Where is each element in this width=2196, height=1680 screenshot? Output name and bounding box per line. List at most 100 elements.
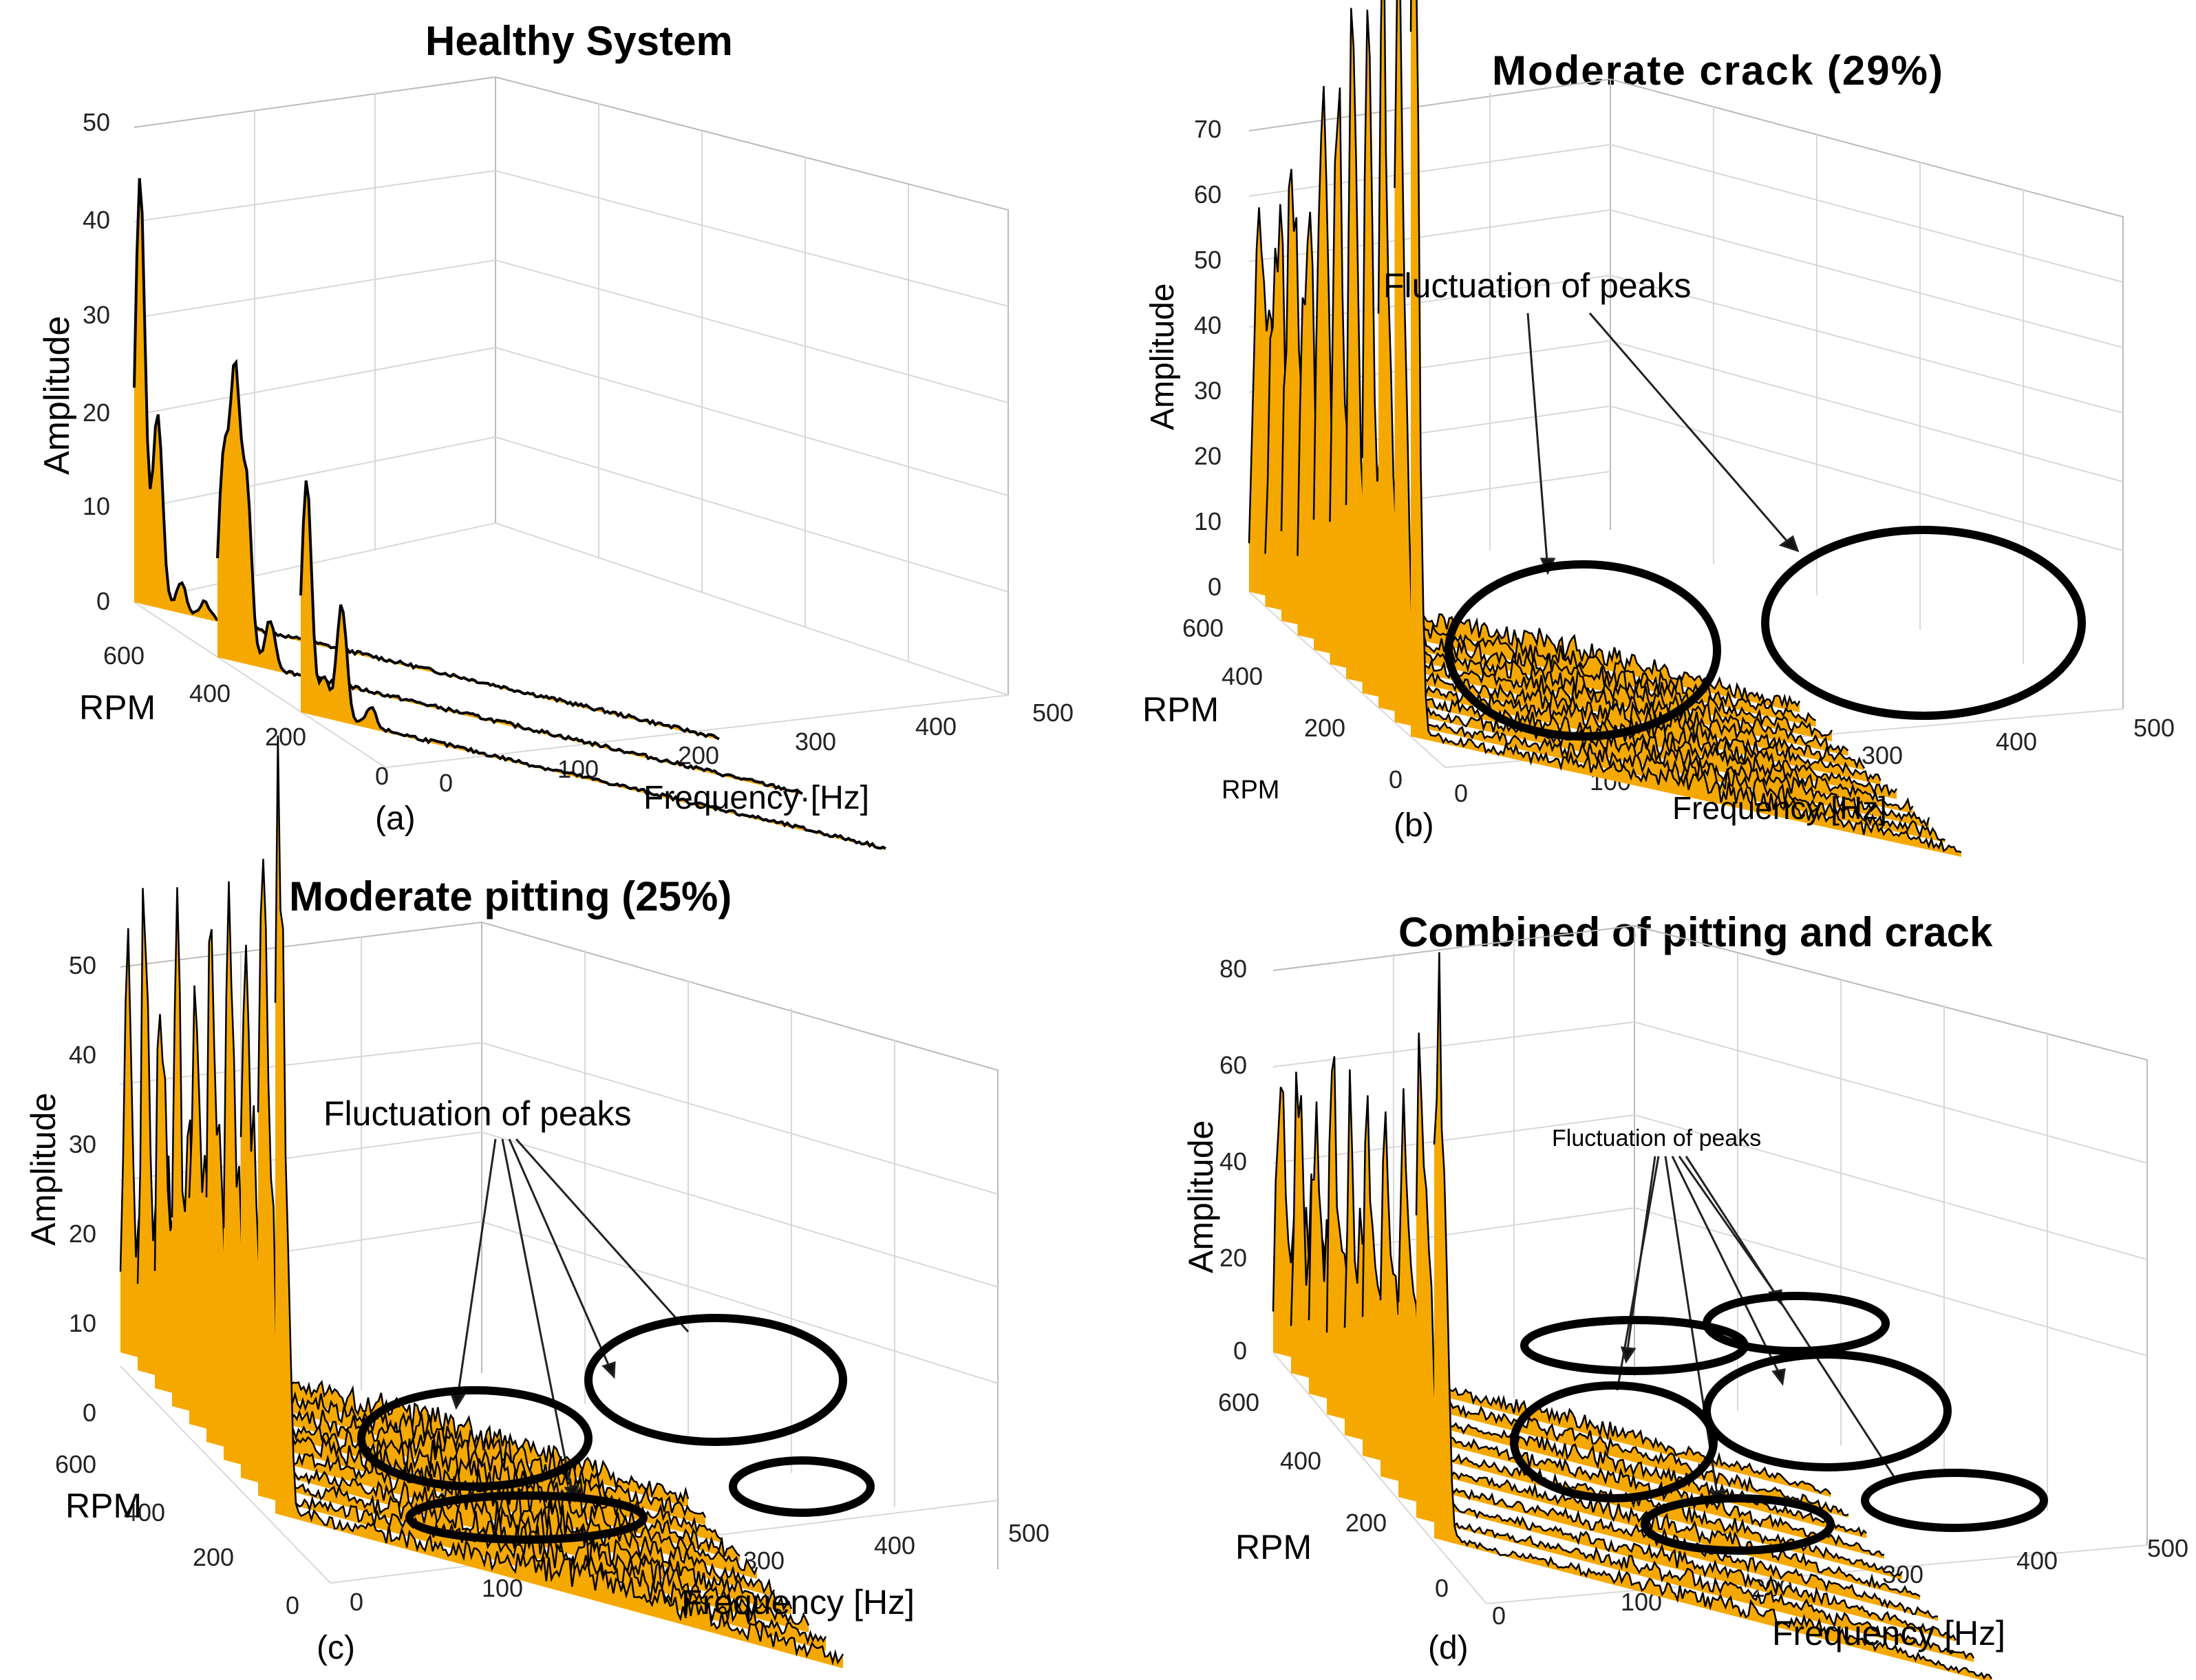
panel-a-ztick: 40: [83, 206, 110, 234]
panel-b-spectrum-line-250rpm: [1361, 10, 1914, 812]
panel-d-fluctuation-ellipse: [1641, 1494, 1835, 1555]
panel-d-rpmtick: 600: [1218, 1388, 1259, 1416]
panel-b-fluctuation-ellipse: [1445, 560, 1721, 741]
panel-a-rpmtick: 600: [103, 641, 145, 670]
panel-b-rpm-label: RPM: [1142, 690, 1219, 729]
panel-b-ellipses: [1445, 526, 2086, 741]
panel-a-freqtick: 0: [439, 769, 453, 797]
panel-a-ztick: 50: [83, 108, 110, 136]
panel-c-zticks: 50 40 30 20 10 0: [69, 951, 96, 1427]
panel-b-rpmtick: 0: [1389, 765, 1403, 794]
panel-b-ztick: 60: [1194, 180, 1222, 209]
panel-b-rpmticks: 600 400 200 0: [1182, 614, 1403, 794]
panel-b-ztick: 50: [1194, 246, 1222, 274]
panel-d-gridbox: [1272, 924, 2148, 1604]
panel-c-annotation-arrows: [449, 1138, 690, 1503]
panel-d-ztick: 0: [1233, 1337, 1247, 1365]
panel-d-spectrum-line-250rpm: [1397, 1088, 1957, 1641]
panel-c-spectrum-line-200rpm: [257, 858, 827, 1646]
panel-a-spectrum-line-200rpm: [299, 480, 886, 850]
panel-b-spectrum-line-300rpm: [1345, 8, 1898, 797]
panel-b-freqtick: 400: [1996, 727, 2037, 756]
panel-a-freqtick: 400: [915, 712, 957, 741]
panel-a-gridbox: [134, 76, 1009, 768]
panel-c-rpmtick: 200: [193, 1543, 234, 1571]
panel-c-fluctuation-ellipse: [729, 1456, 875, 1517]
panel-a-freqtick: 300: [795, 727, 836, 756]
panel-d-rpmtick: 400: [1280, 1447, 1321, 1475]
panel-b-frequency-label: Frequency [Hz]: [1672, 790, 1887, 826]
panel-d-spectrum-600rpm: [1273, 1087, 1831, 1497]
panel-a-rpmticks: 600 400 200 0: [103, 641, 389, 790]
panel-b-rpmtick: 200: [1304, 714, 1345, 742]
panel-b-ztick: 20: [1194, 442, 1222, 470]
panel-b-rpmtick: 600: [1182, 614, 1224, 642]
panel-d-ztick: 20: [1219, 1244, 1247, 1272]
panel-d-ellipses: [1510, 1292, 2048, 1555]
panel-b-spectra: [1248, 0, 1962, 857]
panel-d-freqtick: 500: [2147, 1534, 2188, 1562]
panel-d-amplitude-label: Amplitude: [1182, 1120, 1220, 1273]
panel-a: 50 40 30 20 10 0 600 400 200 0 0 100 200…: [37, 76, 1074, 850]
panel-c-spectrum-line-300rpm: [222, 881, 793, 1611]
panel-c-ztick: 0: [83, 1399, 96, 1427]
panel-b-amplitude-label: Amplitude: [1144, 284, 1181, 430]
panel-a-ztick: 10: [83, 492, 110, 520]
panel-d-ztick: 40: [1219, 1147, 1247, 1176]
panel-c-ztick: 50: [69, 951, 96, 979]
panel-d-rpmtick: 0: [1435, 1574, 1449, 1602]
panel-a-caption: (a): [375, 800, 416, 837]
panel-b-spectrum-line-100rpm: [1409, 0, 1962, 853]
panel-c-ellipses: [357, 1314, 875, 1544]
panel-c-spectrum-line-150rpm: [274, 735, 844, 1666]
panel-b-ztick: 0: [1208, 573, 1222, 601]
panel-d-rpm-label: RPM: [1235, 1528, 1312, 1566]
panel-b-zticks: 70 60 50 40 30 20 10 0: [1194, 115, 1222, 601]
panel-c-amplitude-label: Amplitude: [24, 1093, 63, 1246]
panel-b-ztick: 10: [1194, 507, 1222, 535]
panel-c-ztick: 20: [69, 1220, 96, 1248]
panel-b-rpmtick: 400: [1222, 662, 1263, 690]
panel-b-ztick: 30: [1194, 376, 1222, 405]
panel-d-fluctuation-ellipse: [1861, 1469, 2048, 1532]
panel-b-fluctuation-ellipse: [1761, 526, 2086, 720]
panel-a-amplitude-label: Amplitude: [37, 316, 77, 475]
panel-b-freqtick: 500: [2133, 714, 2175, 742]
panel-d-fluctuation-ellipse: [1510, 1381, 1718, 1502]
panel-c-ztick: 10: [69, 1309, 96, 1337]
panel-a-freqticks: 0 100 200 300 400 500: [439, 699, 1074, 797]
panel-a-rpmtick: 200: [265, 723, 306, 751]
panel-c: 50 40 30 20 10 0 600 400 200 0 0 100 200…: [24, 735, 1049, 1668]
panel-b-spectrum-line-200rpm: [1377, 0, 1930, 829]
panel-d-zticks: 80 60 40 20 0: [1219, 955, 1247, 1365]
panel-a-ztick: 20: [83, 398, 110, 427]
panel-d-spectrum-line-200rpm: [1415, 1032, 1975, 1659]
panel-d-caption: (d): [1428, 1630, 1469, 1666]
panel-d-spectrum-250rpm: [1398, 1088, 1956, 1641]
panel-c-rpmtick: 400: [124, 1498, 165, 1527]
panel-a-rpmtick: 400: [189, 679, 231, 708]
panel-c-ztick: 30: [69, 1130, 96, 1158]
panel-c-rpmtick: 0: [286, 1591, 299, 1619]
panel-d-freqtick: 0: [1492, 1602, 1506, 1630]
panel-d-ztick: 60: [1219, 1051, 1247, 1079]
panel-b-caption: (b): [1394, 807, 1434, 844]
panel-c-rpmticks: 600 400 200 0: [55, 1450, 299, 1619]
panel-d-fluctuation-ellipse: [1703, 1292, 1890, 1355]
panel-c-fluctuation-ellipse: [357, 1386, 593, 1491]
panel-b-freqtick: 300: [1862, 741, 1903, 769]
panel-a-spectra: [133, 178, 886, 850]
panel-b-freqtick: 0: [1454, 779, 1468, 807]
panel-b-annotation-arrows: [1526, 312, 1800, 575]
panel-d-spectrum-line-150rpm: [1433, 952, 1993, 1680]
panel-c-freqtick: 400: [874, 1531, 915, 1560]
panel-d-title: Combined of pitting and crack: [1398, 909, 1993, 955]
panel-d-freqticks: 0 100 200 300 400 500: [1492, 1534, 2188, 1630]
panel-a-frequency-label: Frequency·[Hz]: [643, 780, 869, 816]
panel-c-annotation: Fluctuation of peaks: [323, 1094, 632, 1133]
panel-b-ztick: 70: [1194, 115, 1222, 143]
panel-c-frequency-label: Frequency [Hz]: [681, 1583, 915, 1621]
panel-a-title: Healthy System: [425, 18, 733, 64]
panel-c-freqtick: 0: [350, 1588, 363, 1616]
